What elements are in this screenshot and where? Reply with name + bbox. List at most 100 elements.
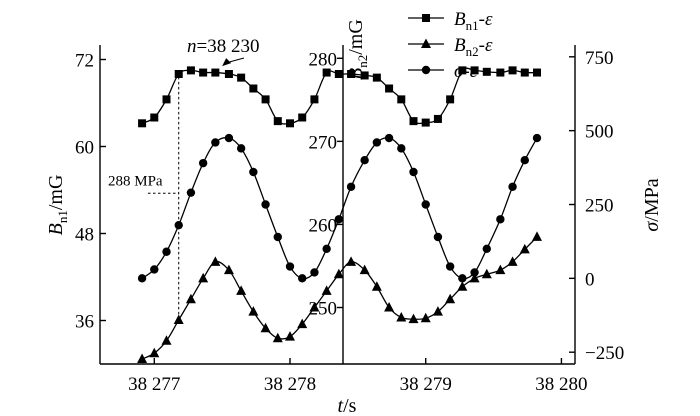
data-point-square xyxy=(458,66,467,75)
data-point-circle xyxy=(137,274,147,283)
legend-marker-circle xyxy=(421,65,431,75)
legend-marker-triangle xyxy=(421,38,431,48)
data-point-triangle xyxy=(248,306,259,316)
x-axis-label: t/s xyxy=(338,395,357,416)
right-y-tick-label: 750 xyxy=(585,48,614,69)
legend-entry-triangle: Bn2-ε xyxy=(408,35,493,59)
data-point-square xyxy=(162,95,171,104)
data-point-triangle xyxy=(173,314,184,324)
right-y-tick-label: −250 xyxy=(585,343,624,364)
mid-y-tick-label: 270 xyxy=(309,132,338,153)
data-point-square xyxy=(470,66,479,75)
data-point-circle xyxy=(372,138,382,147)
x-tick-label: 38 277 xyxy=(128,374,180,395)
data-point-circle xyxy=(532,133,542,143)
x-tick-label: 38 278 xyxy=(264,374,316,395)
data-point-circle xyxy=(470,268,479,277)
data-point-circle xyxy=(224,133,234,143)
data-point-square xyxy=(360,71,369,80)
data-point-circle xyxy=(334,215,344,224)
data-point-square xyxy=(150,113,159,122)
data-point-triangle xyxy=(185,293,196,304)
data-point-circle xyxy=(261,200,270,209)
data-point-circle xyxy=(162,247,171,256)
data-point-triangle xyxy=(457,281,468,291)
data-point-square xyxy=(433,114,442,123)
data-point-square xyxy=(298,113,307,122)
data-point-triangle xyxy=(346,256,357,266)
data-point-triangle xyxy=(420,312,431,323)
right-y-tick-label: 250 xyxy=(585,196,614,217)
data-point-square xyxy=(224,70,233,78)
data-point-triangle xyxy=(519,243,530,254)
mid-y-tick-label: 260 xyxy=(309,215,338,236)
annotation-arrow-head xyxy=(222,58,232,67)
data-point-triangle xyxy=(445,293,456,304)
data-point-triangle xyxy=(359,264,370,275)
data-point-triangle xyxy=(321,285,332,295)
data-point-triangle xyxy=(396,311,407,322)
data-point-square xyxy=(372,73,381,82)
data-point-circle xyxy=(186,188,196,197)
data-point-square xyxy=(482,67,491,76)
x-tick-label: 38 279 xyxy=(400,374,452,395)
data-point-triangle xyxy=(371,281,382,291)
right-y-tick-label: 500 xyxy=(585,122,614,143)
data-point-circle xyxy=(174,220,183,230)
data-point-triangle xyxy=(137,353,148,364)
data-point-triangle xyxy=(495,264,506,275)
data-point-circle xyxy=(409,167,418,177)
mid-y-tick-label: 280 xyxy=(309,49,338,70)
data-point-triangle xyxy=(161,335,172,345)
data-point-square xyxy=(261,95,270,104)
data-point-triangle xyxy=(532,231,542,241)
legend-entry-circle: σ-ε xyxy=(408,61,478,82)
right-y-axis-label: σ/MPa xyxy=(641,178,663,231)
data-point-circle xyxy=(496,215,505,224)
data-point-square xyxy=(286,119,294,128)
legend-entry-square: Bn1-ε xyxy=(408,9,493,33)
axes: 38 277 38 278 38 279 38 280 36 48 60 72 250 260 27… xyxy=(45,19,663,416)
data-point-square xyxy=(446,95,455,104)
left-y-tick-label: 36 xyxy=(75,312,94,333)
data-point-square xyxy=(397,95,406,104)
left-y-tick-label: 48 xyxy=(75,225,94,246)
data-point-triangle xyxy=(223,264,234,275)
series-triangle xyxy=(137,231,542,364)
data-point-triangle xyxy=(198,272,209,283)
data-point-circle xyxy=(236,144,246,153)
data-point-circle xyxy=(298,274,307,283)
data-point-square xyxy=(322,68,331,77)
data-point-triangle xyxy=(210,256,221,266)
series-line-circle xyxy=(141,137,538,280)
legend-label-circle: σ-ε xyxy=(454,61,478,82)
data-point-triangle xyxy=(260,322,271,333)
data-point-triangle xyxy=(481,268,492,279)
data-point-triangle xyxy=(384,302,395,312)
mid-y-tick-label: 250 xyxy=(309,299,338,320)
data-point-circle xyxy=(285,262,295,271)
annotation-288-mpa: 288 MPa xyxy=(108,173,163,189)
data-point-circle xyxy=(482,244,491,254)
data-point-square xyxy=(138,119,147,128)
data-point-circle xyxy=(458,274,467,283)
data-point-square xyxy=(237,73,246,82)
data-point-circle xyxy=(211,138,220,147)
data-point-circle xyxy=(520,155,529,165)
data-point-square xyxy=(385,84,394,93)
data-point-triangle xyxy=(408,313,419,324)
data-point-triangle xyxy=(432,306,443,316)
legend-label-square: Bn1-ε xyxy=(454,9,493,33)
left-y-tick-label: 72 xyxy=(75,51,94,72)
left-y-tick-label: 60 xyxy=(75,138,94,159)
data-point-square xyxy=(310,95,319,104)
legend-marker-square xyxy=(422,14,430,22)
data-point-square xyxy=(249,84,258,93)
data-point-circle xyxy=(360,155,369,165)
right-y-tick-label: 0 xyxy=(585,269,595,290)
data-point-square xyxy=(334,70,343,78)
annotations: 288 MPa n=38 230 xyxy=(108,36,259,318)
